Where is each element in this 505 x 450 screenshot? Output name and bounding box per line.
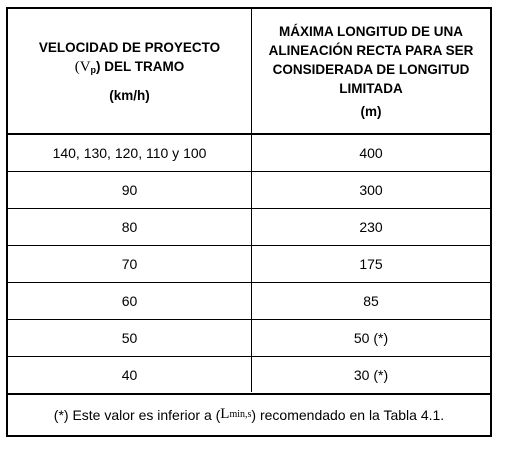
- table-row: 80 230: [8, 209, 490, 246]
- header-speed-vp-close: ) DEL TRAMO: [96, 58, 185, 74]
- header-length-line1: MÁXIMA LONGITUD DE UNA: [279, 23, 463, 39]
- cell-speed: 50: [121, 330, 138, 346]
- footnote-before: (*) Este valor es inferior a (: [53, 406, 221, 423]
- design-speed-table: VELOCIDAD DE PROYECTO (Vp) DEL TRAMO (km…: [6, 7, 492, 437]
- column-divider: [251, 9, 252, 392]
- cell-length: 30 (*): [353, 367, 389, 383]
- footnote-symbol-sub: min,s: [229, 409, 252, 420]
- header-length-unit: (m): [360, 103, 382, 119]
- cell-length: 50 (*): [353, 330, 389, 346]
- table-body: 140, 130, 120, 110 y 100 400 90 300 80 2…: [8, 135, 490, 395]
- cell-speed: 140, 130, 120, 110 y 100: [52, 145, 207, 161]
- header-speed: VELOCIDAD DE PROYECTO (Vp) DEL TRAMO (km…: [8, 9, 251, 133]
- cell-length: 175: [359, 256, 383, 272]
- cell-speed: 80: [121, 219, 138, 235]
- cell-length: 300: [359, 182, 383, 198]
- table-row: 90 300: [8, 172, 490, 209]
- header-speed-vp-sub: p: [90, 64, 97, 75]
- footnote-symbol: L: [220, 406, 230, 422]
- header-length-line4: LIMITADA: [339, 80, 403, 96]
- header-speed-line1: VELOCIDAD DE PROYECTO: [38, 39, 221, 55]
- cell-length: 85: [363, 293, 379, 309]
- table-row: 40 30 (*): [8, 357, 490, 395]
- header-speed-unit: (km/h): [109, 87, 150, 103]
- footnote-after: ) recomendado en la Tabla 4.1.: [251, 406, 445, 423]
- cell-speed: 40: [121, 367, 138, 383]
- header-length-line3: CONSIDERADA DE LONGITUD: [272, 61, 470, 77]
- table-row: 140, 130, 120, 110 y 100 400: [8, 135, 490, 172]
- header-length: MÁXIMA LONGITUD DE UNA ALINEACIÓN RECTA …: [252, 9, 490, 133]
- table-row: 70 175: [8, 246, 490, 283]
- cell-length: 400: [359, 145, 383, 161]
- header-speed-vp-open: (V: [74, 58, 91, 75]
- cell-speed: 60: [121, 293, 138, 309]
- table-row: 50 50 (*): [8, 320, 490, 357]
- cell-speed: 90: [121, 182, 138, 198]
- table-header: VELOCIDAD DE PROYECTO (Vp) DEL TRAMO (km…: [8, 9, 490, 135]
- table-row: 60 85: [8, 283, 490, 320]
- cell-speed: 70: [121, 256, 138, 272]
- header-speed-line2: (Vp) DEL TRAMO: [75, 57, 185, 80]
- header-length-line2: ALINEACIÓN RECTA PARA SER: [268, 42, 474, 58]
- cell-length: 230: [359, 219, 383, 235]
